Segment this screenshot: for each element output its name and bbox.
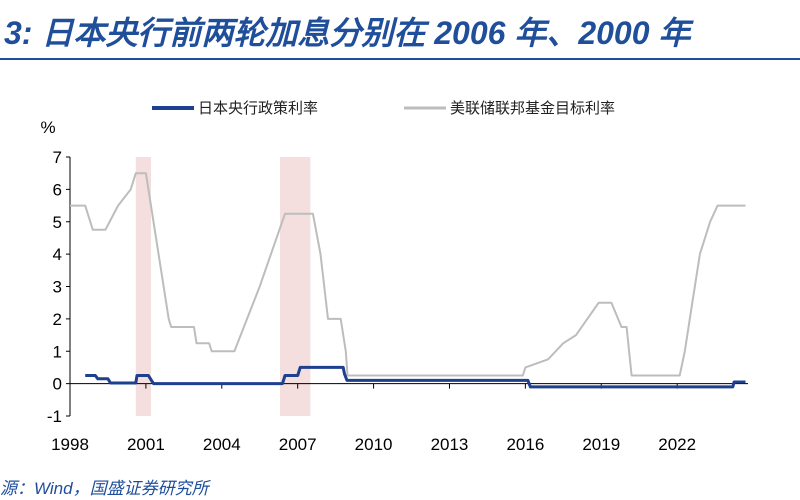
series-line-fed bbox=[70, 172, 746, 377]
title-bar: 3: 日本央行前两轮加息分别在 2006 年、2000 年 bbox=[0, 0, 800, 60]
series-line-boj bbox=[85, 365, 746, 389]
y-tick-label: 4 bbox=[53, 245, 62, 264]
x-tick-label: 2007 bbox=[279, 435, 317, 454]
shaded-period-1 bbox=[279, 157, 311, 416]
x-tick-label: 1998 bbox=[51, 435, 89, 454]
source-note: 源：Wind，国盛证券研究所 bbox=[0, 479, 209, 498]
shaded-period-0 bbox=[135, 157, 151, 416]
y-tick-label: 7 bbox=[53, 148, 62, 167]
shaded-periods bbox=[135, 157, 311, 416]
y-tick-label: 5 bbox=[53, 213, 62, 232]
x-tick-label: 2019 bbox=[582, 435, 620, 454]
series-lines bbox=[70, 172, 746, 389]
x-tick-label: 2013 bbox=[431, 435, 469, 454]
legend: 日本央行政策利率 美联储联邦基金目标利率 bbox=[152, 99, 615, 117]
rate-chart: -1 0 1 2 3 4 5 6 7% 1998 2001 2004 2007 2010 2013 2016 2… bbox=[40, 99, 748, 454]
legend-label-fed: 美联储联邦基金目标利率 bbox=[450, 99, 615, 117]
y-tick-label: 3 bbox=[53, 278, 62, 297]
x-tick-label: 2022 bbox=[658, 435, 696, 454]
y-tick-label: 1 bbox=[53, 342, 62, 361]
y-axis-unit-label: % bbox=[40, 118, 55, 137]
x-tick-label: 2001 bbox=[127, 435, 165, 454]
x-tick-label: 2010 bbox=[355, 435, 393, 454]
y-tick-label: 6 bbox=[53, 180, 62, 199]
x-tick-label: 2004 bbox=[203, 435, 241, 454]
chart-title: 3: 日本央行前两轮加息分别在 2006 年、2000 年 bbox=[4, 15, 691, 51]
y-tick-label: -1 bbox=[47, 407, 62, 426]
legend-label-boj: 日本央行政策利率 bbox=[198, 99, 318, 117]
y-tick-label: 0 bbox=[53, 375, 62, 394]
axes: -1 0 1 2 3 4 5 6 7% 1998 2001 2004 2007 2010 2013 2016 2… bbox=[40, 118, 748, 454]
y-tick-label: 2 bbox=[53, 310, 62, 329]
x-tick-label: 2016 bbox=[506, 435, 544, 454]
